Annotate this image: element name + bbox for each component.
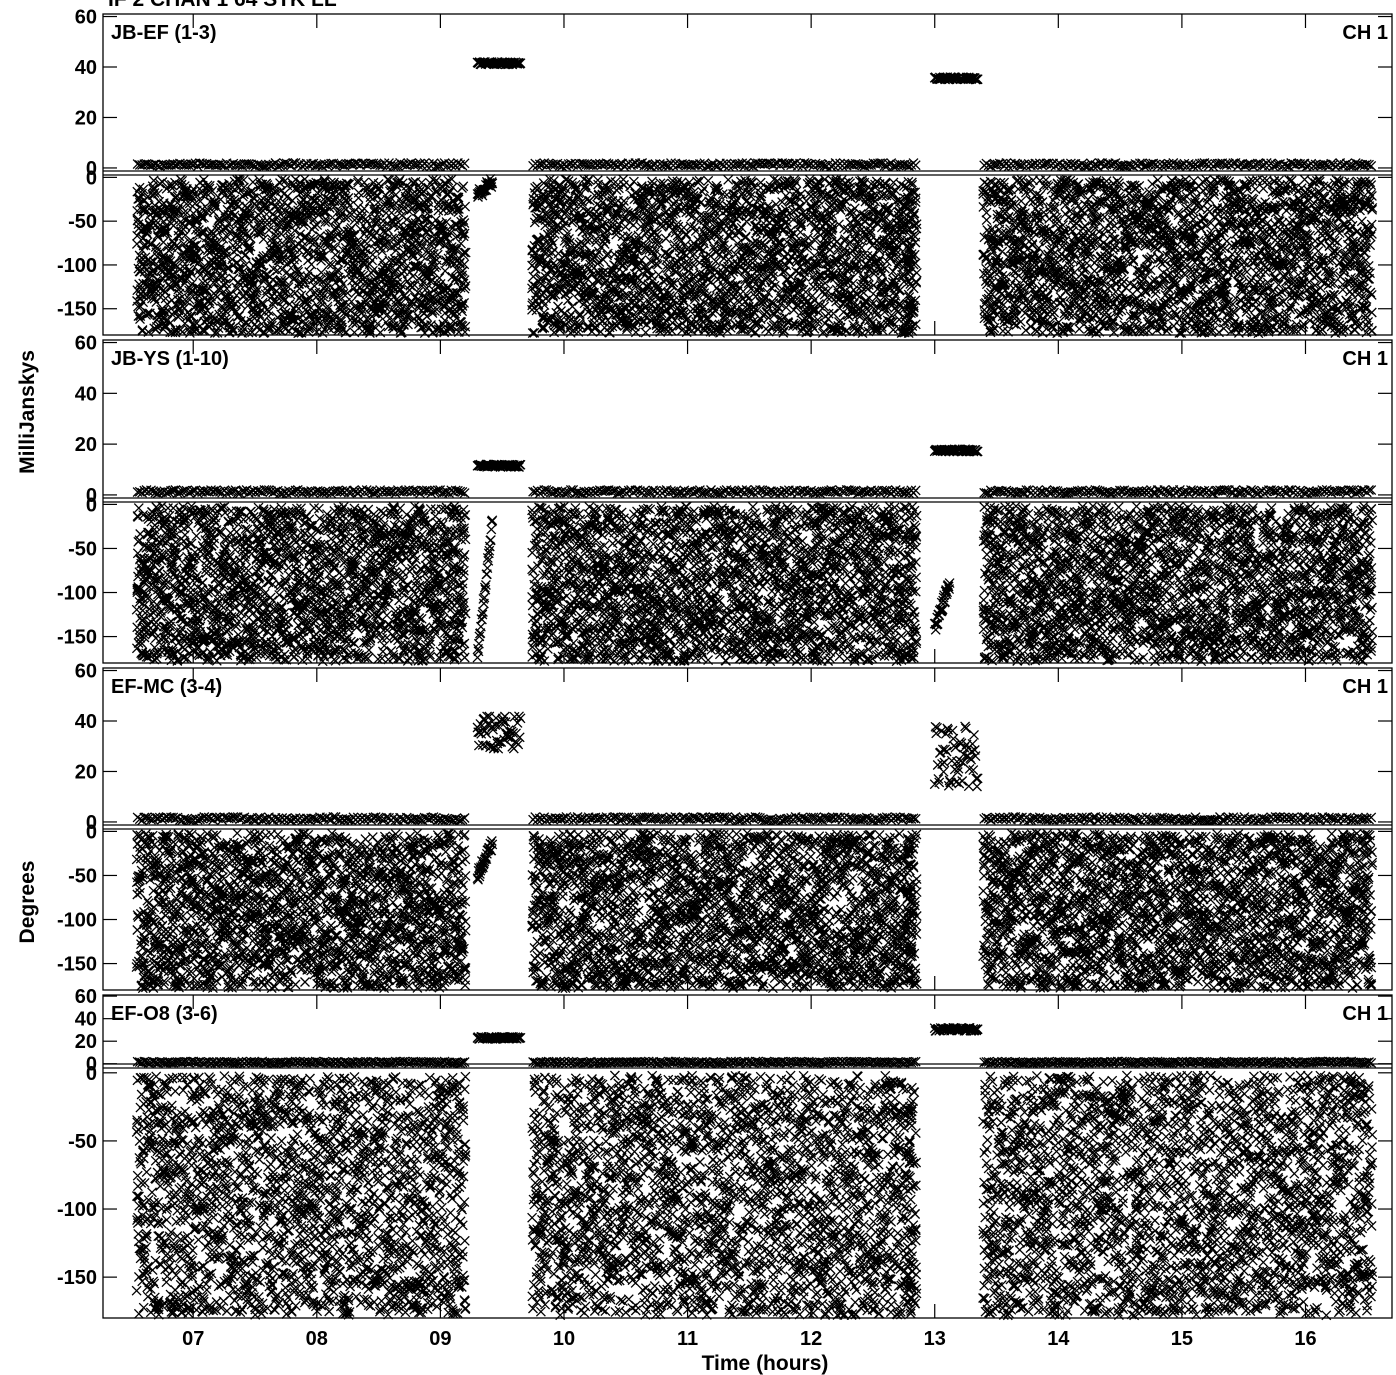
amp-ytick-label-0-1: 20: [75, 107, 97, 129]
axis-text: IF 2 CHAN 1 64 STK LL MilliJanskys Degre…: [16, 0, 1388, 1375]
phase-ytick-label-0-2: -100: [57, 255, 97, 277]
phase-ytick-label-3-2: -100: [57, 1199, 97, 1221]
channel-label-1: CH 1: [1342, 348, 1388, 370]
amp-ytick-label-2-0: 0: [86, 812, 97, 834]
channel-label-2: CH 1: [1342, 676, 1388, 698]
amp-ytick-label-1-2: 40: [75, 383, 97, 405]
y-axis-label-phase: Degrees: [16, 861, 39, 944]
channel-label-0: CH 1: [1342, 22, 1388, 44]
x-axis-label: Time (hours): [702, 1352, 829, 1375]
header-title: IF 2 CHAN 1 64 STK LL: [108, 0, 337, 11]
amp-ytick-label-2-3: 60: [75, 661, 97, 683]
xtick-label-5: 12: [800, 1328, 822, 1350]
amp-ytick-label-2-1: 20: [75, 761, 97, 783]
xtick-label-8: 15: [1171, 1328, 1193, 1350]
amp-ytick-label-3-3: 60: [75, 986, 97, 1008]
xtick-label-4: 11: [677, 1328, 698, 1350]
amplitude-points-0: [132, 57, 1377, 172]
xtick-label-3: 10: [553, 1328, 575, 1350]
panel-frame-3: [102, 994, 1393, 1319]
amp-ytick-label-1-0: 0: [86, 485, 97, 507]
axis-ticks: [103, 14, 1392, 1318]
phase-ytick-label-3-3: -150: [57, 1267, 97, 1289]
phase-ytick-label-0-3: -150: [57, 299, 97, 321]
panel-frames: [102, 13, 1393, 1319]
phase-ytick-label-0-0: 0: [86, 167, 97, 189]
xtick-label-9: 16: [1294, 1328, 1316, 1350]
phase-ytick-label-2-1: -50: [68, 865, 97, 887]
amplitude-points-3: [132, 1022, 1377, 1069]
phase-ytick-label-0-1: -50: [68, 211, 97, 233]
xtick-label-0: 07: [182, 1328, 204, 1350]
amp-ytick-label-2-2: 40: [75, 711, 97, 733]
amp-ytick-label-0-2: 40: [75, 57, 97, 79]
amp-ytick-label-1-3: 60: [75, 333, 97, 355]
amplitude-points-1: [132, 444, 1377, 499]
xtick-label-2: 09: [429, 1328, 451, 1350]
amplitude-points-2: [132, 711, 1377, 826]
baseline-label-2: EF-MC (3-4): [111, 676, 222, 698]
phase-ytick-label-1-1: -50: [68, 538, 97, 560]
y-axis-label-amplitude: MilliJanskys: [16, 350, 39, 474]
phase-points-0: [131, 173, 1378, 339]
phase-ytick-label-1-3: -150: [57, 627, 97, 649]
phase-points-1: [131, 501, 1378, 667]
xtick-label-6: 13: [924, 1328, 946, 1350]
phase-ytick-label-3-1: -50: [68, 1131, 97, 1153]
xtick-label-7: 14: [1047, 1328, 1070, 1350]
amp-ytick-label-1-1: 20: [75, 434, 97, 456]
amp-ytick-label-0-0: 0: [86, 158, 97, 180]
phase-points-3: [131, 1070, 1378, 1321]
phase-ytick-label-2-0: 0: [86, 821, 97, 843]
phase-points-2: [131, 828, 1378, 994]
baseline-label-0: JB-EF (1-3): [111, 22, 217, 44]
phase-ytick-label-3-0: 0: [86, 1063, 97, 1085]
channel-label-3: CH 1: [1342, 1003, 1388, 1025]
phase-ytick-label-2-2: -100: [57, 910, 97, 932]
amp-ytick-label-3-2: 40: [75, 1009, 97, 1031]
phase-ytick-label-1-0: 0: [86, 494, 97, 516]
baseline-label-3: EF-O8 (3-6): [111, 1003, 218, 1025]
baseline-label-1: JB-YS (1-10): [111, 348, 229, 370]
amp-ytick-label-0-3: 60: [75, 7, 97, 29]
data-points: [131, 57, 1378, 1321]
phase-ytick-label-2-3: -150: [57, 954, 97, 976]
phase-ytick-label-1-2: -100: [57, 583, 97, 605]
amp-ytick-label-3-1: 20: [75, 1031, 97, 1053]
xtick-label-1: 08: [306, 1328, 328, 1350]
amp-ytick-label-3-0: 0: [86, 1054, 97, 1076]
